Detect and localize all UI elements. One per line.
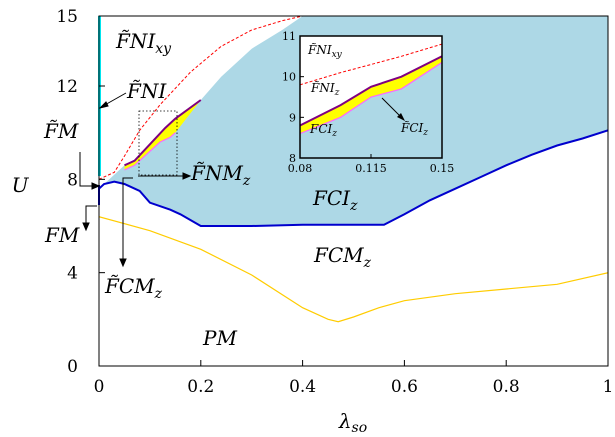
inset-y-tick-label: 10: [282, 71, 296, 84]
fcmz-tilde-arrow: [122, 177, 133, 262]
y-tick-label: 8: [67, 170, 78, 190]
inset-y-tick-label: 11: [282, 30, 296, 43]
x-tick-label: 0.6: [391, 377, 418, 397]
fcmz-tilde-region-label: F̃CMz: [104, 274, 163, 302]
inset-y-tick-label: 8: [289, 152, 296, 165]
inset-fciz-tilde-label: F̃CIz: [400, 120, 428, 138]
inset-x-tick-label: 0.08: [288, 162, 313, 175]
inset-arrow: [381, 97, 403, 119]
fcmz-boundary-curve: [99, 216, 608, 323]
x-axis-ticks: 0 0.2 0.4 0.6 0.8 1: [94, 360, 614, 397]
x-tick-label: 1: [603, 377, 614, 397]
fnmz-region-label: F̃NMz: [190, 161, 251, 189]
fci-lower-boundary-curve: [99, 129, 608, 227]
fni-light-boundary-curve: [124, 132, 176, 171]
inset-x-tick-label: 0.15: [430, 162, 455, 175]
y-tick-label: 4: [67, 264, 78, 284]
inset-fni-light-curve: [300, 61, 442, 135]
y-tick-label: 15: [56, 7, 78, 27]
inset-x-tick-label: 0.115: [355, 162, 387, 175]
fm-region-label: FM: [44, 223, 80, 247]
x-tick-label: 0.8: [493, 377, 520, 397]
fm-tilde-region-label: F̃M: [43, 119, 79, 143]
plot-frame: [98, 15, 609, 367]
y-tick-label: 12: [56, 77, 78, 97]
inset-arrow-head: [397, 113, 405, 121]
fm-tilde-arrow: [79, 152, 95, 187]
fm-arrow: [85, 205, 97, 226]
annotation-arrows: [79, 92, 192, 268]
x-tick-label: 0: [94, 377, 105, 397]
inset-fniz-label: F̃NIz: [310, 80, 340, 98]
fni-region-label: F̃NI: [126, 79, 167, 103]
inset-y-axis-ticks: 8 9 10 11: [282, 30, 304, 165]
fcmz-region-label: FCMz: [313, 243, 372, 271]
y-axis-ticks: 0 4 8 12 15: [56, 7, 105, 377]
x-tick-label: 0.2: [187, 377, 214, 397]
inset-fnixy-label: F̃NIxy: [307, 42, 343, 60]
pm-region-label: PM: [202, 326, 237, 350]
inset-fnmz-band-fill: [300, 56, 442, 134]
inset-fciz-label: FCIz: [309, 122, 337, 139]
zoom-box: [138, 110, 178, 176]
x-axis-title: λso: [338, 409, 367, 436]
y-axis-title: U: [12, 173, 30, 197]
fni-boundary-curve: [124, 99, 202, 167]
x-tick-label: 0.4: [289, 377, 316, 397]
inset-panel: 0.08 0.115 0.15 8 9 10 11 F̃NIxy F̃NIz FCIz F…: [282, 30, 454, 175]
fciz-region-label: FCIz: [312, 186, 358, 214]
inset-fni-curve: [300, 55, 442, 127]
inset-y-tick-label: 9: [289, 111, 296, 124]
fnixy-boundary-curve: [99, 16, 303, 180]
y-tick-label: 0: [67, 357, 78, 377]
fnixy-region-label: F̃NIxy: [115, 29, 172, 57]
inset-x-axis-ticks: 0.08 0.115 0.15: [288, 154, 455, 175]
